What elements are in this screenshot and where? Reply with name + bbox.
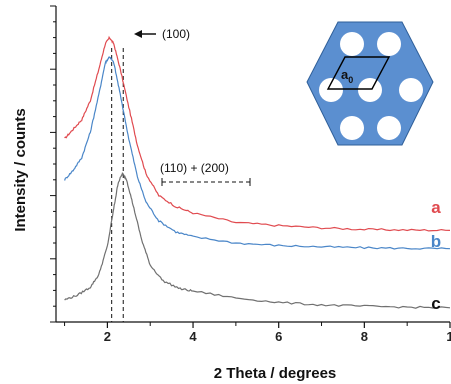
lattice-parameter-symbol: a <box>341 67 349 82</box>
lattice-parameter-subscript: 0 <box>348 75 353 85</box>
series-line-c <box>64 172 451 309</box>
x-tick-label: 6 <box>275 329 282 344</box>
series-line-a <box>64 35 451 232</box>
unit-cell-rhombus <box>326 56 391 90</box>
series-label-a: a <box>431 198 441 217</box>
y-ticks <box>50 5 56 323</box>
x-tick-label: 4 <box>189 329 197 344</box>
x-tick-label: 2 <box>104 329 111 344</box>
annotation-110-200: (110) + (200) <box>160 161 251 186</box>
series-label-b: b <box>431 232 441 251</box>
pore-circle <box>377 32 401 56</box>
annotation-100-label: (100) <box>162 27 190 41</box>
x-tick-label: 8 <box>361 329 368 344</box>
series-lines <box>64 35 451 309</box>
hexagonal-lattice-inset: a0 <box>306 21 434 146</box>
pore-circle <box>340 32 364 56</box>
series-line-b <box>64 56 451 250</box>
annotation-100: (100) <box>134 27 190 41</box>
pore-circle <box>319 78 343 102</box>
x-ticks <box>64 322 451 328</box>
y-axis-title: Intensity / counts <box>12 108 29 231</box>
series-label-c: c <box>431 294 440 313</box>
pore-circle <box>377 116 401 140</box>
x-tick-label: 1 <box>446 329 451 344</box>
reference-lines <box>111 48 124 322</box>
pore-circle <box>358 78 382 102</box>
annotation-arrowhead <box>134 30 142 38</box>
pore-circle <box>399 78 423 102</box>
pore-circle <box>340 116 364 140</box>
lattice-parameter-label: a0 <box>341 67 353 85</box>
x-axis-title: 2 Theta / degrees <box>214 365 337 382</box>
x-tick-labels: 2 4 6 8 1 <box>104 329 451 344</box>
annotation-110-200-label: (110) + (200) <box>160 161 229 175</box>
series-labels: ab c <box>431 198 441 313</box>
